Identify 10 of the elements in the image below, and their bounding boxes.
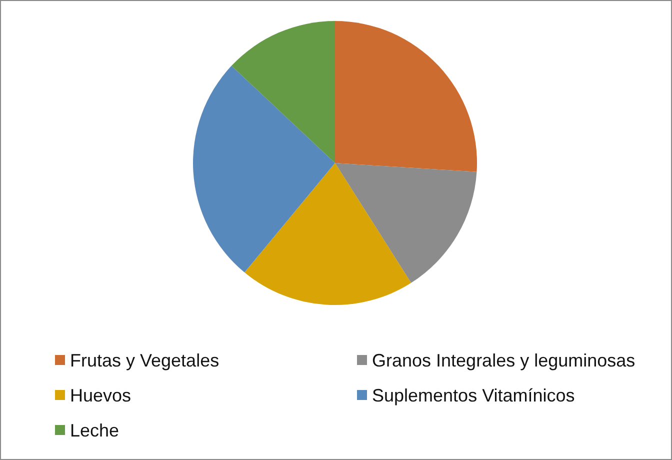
legend-label: Frutas y Vegetales [70,350,220,370]
legend-label: Leche [70,420,120,440]
legend-label: Suplementos Vitamínicos [372,385,575,406]
pie-slice [335,163,477,283]
pie-slice [335,21,477,172]
legend-label: Huevos [70,385,132,406]
pie-slice [231,21,335,163]
pie-slice [244,163,412,305]
legend-label: Granos Integrales y leguminosas [372,350,636,370]
pie-slice [193,66,335,272]
